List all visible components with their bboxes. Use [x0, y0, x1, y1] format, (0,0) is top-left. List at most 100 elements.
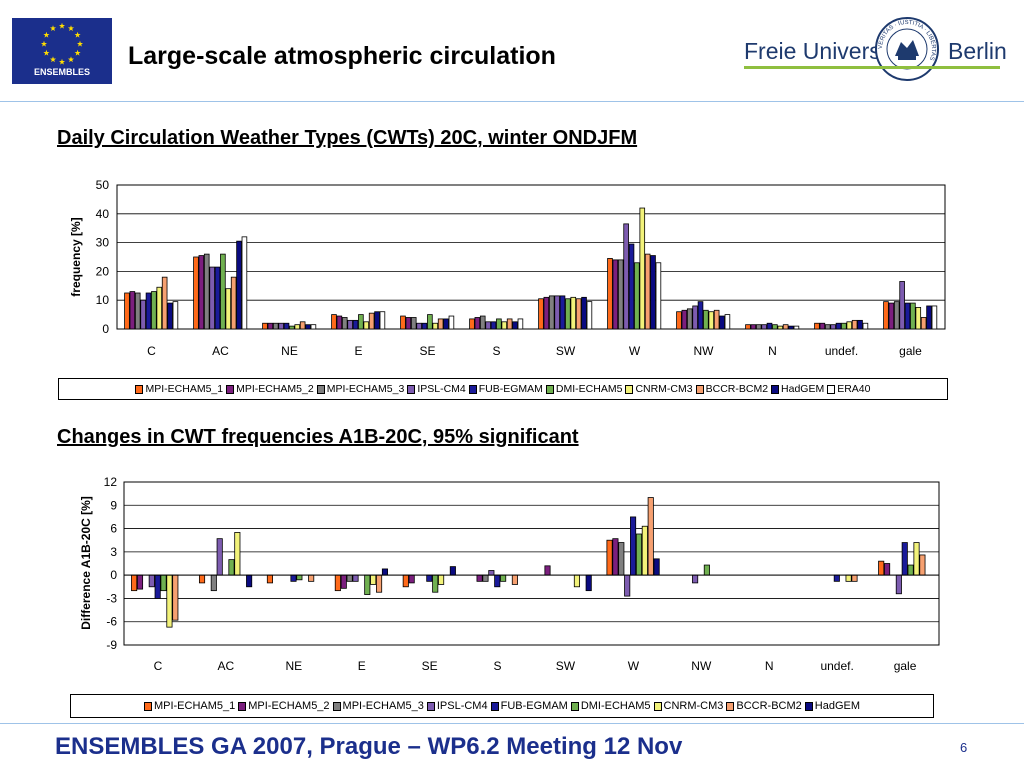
eu-stars-icon: ENSEMBLES [34, 22, 90, 77]
legend-swatch [238, 701, 247, 711]
bar-hadgem [585, 574, 592, 592]
bar-bccr-bcm2 [376, 574, 383, 593]
legend-label: IPSL-CM4 [436, 700, 488, 712]
bar-cnrm-cm3 [234, 532, 241, 576]
bar-mpi-echam5_3 [618, 542, 625, 576]
ensembles-logo-text: ENSEMBLES [34, 67, 90, 77]
legend-swatch [426, 701, 435, 711]
bar-mpi-echam5_3 [824, 324, 831, 330]
legend-label: FUB-EGMAM [478, 383, 543, 395]
bar-dmi-echam5 [289, 325, 295, 330]
bar-ipsl-cm4 [488, 570, 495, 576]
bar-ipsl-cm4 [485, 321, 491, 330]
y-tick-label: -6 [106, 615, 117, 629]
footer-divider [0, 723, 1024, 724]
legend-item: DMI-ECHAM5 [570, 700, 651, 712]
legend-item: CNRM-CM3 [625, 383, 693, 395]
bar-era40 [310, 324, 317, 330]
bar-dmi-echam5 [358, 314, 364, 330]
bar-cnrm-cm3 [370, 574, 377, 585]
x-category-label: AC [212, 344, 229, 358]
x-category-label: NW [694, 344, 715, 358]
eu-star-icon [49, 25, 57, 31]
bar-cnrm-cm3 [846, 321, 853, 330]
bar-hadgem [305, 324, 311, 330]
x-category-label: gale [894, 659, 917, 673]
legend-item: IPSL-CM4 [426, 700, 488, 712]
bar-mpi-echam5_2 [336, 315, 343, 330]
bar-hadgem [788, 325, 794, 330]
legend-label: CNRM-CM3 [635, 383, 693, 395]
x-category-label: S [494, 659, 502, 673]
bar-mpi-echam5_1 [814, 322, 820, 330]
legend-swatch [135, 384, 144, 394]
legend-item: CNRM-CM3 [653, 700, 723, 712]
bar-dmi-echam5 [160, 574, 167, 592]
bar-era40 [448, 315, 455, 330]
legend-label: MPI-ECHAM5_3 [326, 383, 405, 395]
bar-ipsl-cm4 [347, 319, 353, 330]
eu-star-icon [67, 56, 75, 63]
bar-cnrm-cm3 [432, 322, 439, 330]
bar-cnrm-cm3 [913, 542, 920, 576]
bar-mpi-echam5_3 [410, 317, 417, 330]
eu-star-icon [43, 49, 50, 56]
bar-cnrm-cm3 [708, 311, 715, 330]
legend-label: DMI-ECHAM5 [555, 383, 623, 395]
y-tick-label: 0 [102, 322, 109, 336]
bar-fub-egmam [766, 322, 773, 330]
bar-cnrm-cm3 [501, 321, 508, 330]
bar-fub-egmam [490, 321, 497, 330]
bar-cnrm-cm3 [570, 296, 577, 330]
bar-bccr-bcm2 [506, 318, 513, 330]
legend-swatch [771, 384, 780, 394]
y-axis-title: Difference A1B-20C [%] [79, 496, 93, 630]
legend-swatch [653, 701, 662, 711]
bar-hadgem [653, 558, 660, 576]
bar-ipsl-cm4 [209, 266, 215, 330]
bar-ipsl-cm4 [148, 574, 155, 588]
university-name-right: Berlin [948, 38, 1007, 64]
bar-dmi-echam5 [228, 559, 235, 576]
y-tick-label: -9 [106, 638, 117, 652]
university-logo-underline [744, 66, 1000, 69]
bar-cnrm-cm3 [156, 286, 163, 330]
bar-era40 [172, 301, 179, 330]
legend-swatch [490, 701, 499, 711]
legend-item: MPI-ECHAM5_2 [226, 383, 314, 395]
bar-era40 [862, 322, 869, 330]
x-category-label: undef. [820, 659, 853, 673]
legend-item: HadGEM [804, 700, 860, 712]
bar-bccr-bcm2 [575, 298, 582, 330]
x-category-label: NW [691, 659, 712, 673]
bar-mpi-echam5_1 [193, 256, 199, 330]
bar-dmi-echam5 [220, 253, 226, 330]
bar-mpi-echam5_2 [612, 259, 619, 330]
bar-mpi-echam5_2 [884, 563, 891, 576]
bar-mpi-echam5_1 [745, 324, 751, 330]
x-category-label: undef. [825, 344, 858, 358]
header-divider [0, 101, 1024, 102]
legend-swatch [804, 701, 813, 711]
y-tick-label: 30 [96, 236, 110, 250]
legend-label: ERA40 [837, 383, 871, 395]
x-category-label: NE [281, 344, 298, 358]
bar-dmi-echam5 [910, 302, 916, 330]
bar-ipsl-cm4 [140, 299, 146, 330]
bar-mpi-echam5_2 [612, 538, 619, 576]
bar-fub-egmam [352, 319, 359, 330]
x-category-label: C [154, 659, 163, 673]
bar-mpi-echam5_1 [878, 560, 885, 576]
bar-bccr-bcm2 [172, 574, 179, 621]
legend-swatch [625, 384, 634, 394]
y-tick-label: 12 [104, 475, 118, 489]
bar-mpi-echam5_3 [272, 322, 279, 330]
x-category-label: W [629, 344, 641, 358]
legend-label: MPI-ECHAM5_2 [248, 700, 330, 712]
bar-hadgem [512, 321, 518, 330]
legend-item: DMI-ECHAM5 [545, 383, 623, 395]
bar-bccr-bcm2 [644, 253, 651, 330]
eu-star-icon [40, 40, 48, 47]
slide-title: Large-scale atmospheric circulation [128, 42, 556, 70]
